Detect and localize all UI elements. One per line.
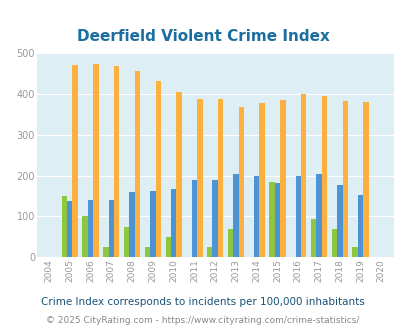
Bar (352, 247, 357, 257)
Bar (254, 176, 259, 257)
Bar (274, 182, 279, 257)
Bar (300, 94, 306, 257)
Text: Crime Index corresponds to incidents per 100,000 inhabitants: Crime Index corresponds to incidents per… (41, 297, 364, 307)
Bar (336, 185, 342, 257)
Bar (315, 174, 321, 257)
Bar (191, 180, 196, 257)
Text: © 2025 CityRating.com - https://www.cityrating.com/crime-statistics/: © 2025 CityRating.com - https://www.city… (46, 316, 359, 325)
Bar (310, 218, 315, 257)
Bar (93, 64, 98, 257)
Bar (217, 99, 223, 257)
Bar (171, 189, 176, 257)
Bar (103, 247, 109, 257)
Bar (212, 180, 217, 257)
Bar (155, 81, 160, 257)
Bar (129, 192, 134, 257)
Bar (145, 247, 150, 257)
Bar (196, 99, 202, 257)
Bar (227, 229, 233, 257)
Text: Deerfield Violent Crime Index: Deerfield Violent Crime Index (77, 29, 328, 44)
Bar (124, 227, 129, 257)
Bar (357, 195, 362, 257)
Bar (238, 107, 243, 257)
Bar (165, 237, 171, 257)
Bar (87, 200, 93, 257)
Bar (331, 229, 336, 257)
Bar (279, 100, 285, 257)
Bar (207, 247, 212, 257)
Bar (72, 65, 78, 257)
Bar (295, 176, 300, 257)
Bar (176, 92, 181, 257)
Bar (362, 102, 368, 257)
Bar (259, 103, 264, 257)
Bar (134, 71, 140, 257)
Bar (67, 201, 72, 257)
Bar (82, 216, 87, 257)
Bar (321, 96, 326, 257)
Bar (233, 174, 238, 257)
Bar (269, 182, 274, 257)
Bar (62, 196, 67, 257)
Bar (109, 200, 114, 257)
Bar (342, 102, 347, 257)
Bar (150, 191, 155, 257)
Bar (114, 66, 119, 257)
